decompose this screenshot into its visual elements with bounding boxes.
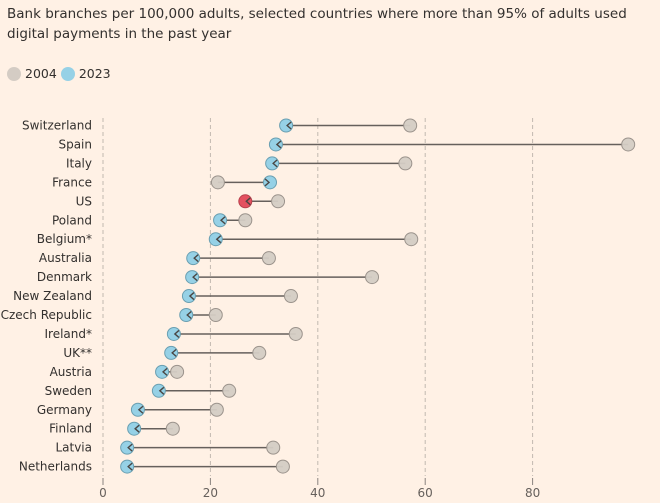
row-label: Denmark	[37, 270, 92, 284]
x-tick-label: 40	[310, 486, 325, 500]
x-tick-label: 20	[203, 486, 218, 500]
row-label: Germany	[37, 403, 92, 417]
point-2004	[222, 383, 237, 398]
row-france: France	[52, 175, 278, 190]
arrowhead	[286, 121, 292, 130]
point-2004	[398, 156, 413, 171]
row-uk: UK**	[63, 345, 267, 360]
arrowhead	[162, 367, 168, 376]
row-finland: Finland	[49, 421, 180, 436]
row-label: Switzerland	[22, 119, 92, 133]
point-2004	[252, 345, 267, 360]
point-2004	[365, 270, 380, 285]
x-tick-label: 80	[525, 486, 540, 500]
row-czech-republic: Czech Republic	[1, 308, 223, 322]
row-switzerland: Switzerland	[22, 118, 418, 133]
arrowhead	[275, 140, 282, 149]
point-2004	[266, 440, 281, 455]
row-italy: Italy	[66, 156, 413, 171]
point-2004	[271, 194, 286, 209]
point-2004	[209, 402, 224, 417]
row-label: Australia	[39, 251, 92, 265]
row-label: Poland	[52, 213, 92, 227]
arrowhead	[186, 310, 192, 320]
arrowhead	[188, 292, 195, 301]
row-latvia: Latvia	[55, 440, 281, 455]
arrowhead	[171, 348, 177, 357]
legend-item-2023: 2023	[60, 66, 111, 81]
row-label: Austria	[50, 365, 92, 379]
row-ireland: Ireland*	[44, 326, 303, 341]
arrowhead	[192, 273, 198, 282]
point-2004	[210, 175, 225, 190]
arrowhead	[127, 443, 133, 452]
row-label: France	[52, 175, 92, 189]
row-new-zealand: New Zealand	[13, 289, 298, 304]
point-2004	[283, 289, 298, 304]
legend: 2004 2023	[7, 66, 115, 81]
row-label: Spain	[58, 137, 92, 151]
row-label: Ireland*	[44, 327, 92, 341]
row-germany: Germany	[37, 402, 224, 417]
arrowhead	[264, 178, 271, 187]
x-tick-label: 0	[99, 486, 107, 500]
legend-item-2004: 2004	[7, 66, 57, 81]
row-label: US	[76, 194, 92, 208]
row-label: New Zealand	[13, 289, 92, 303]
point-2004	[208, 308, 223, 322]
arrowhead	[158, 386, 165, 395]
point-2004	[621, 137, 636, 152]
arrowhead	[137, 405, 144, 414]
point-2004	[404, 232, 419, 247]
point-2004	[275, 459, 290, 474]
legend-label-2004: 2004	[25, 66, 57, 81]
row-label: Italy	[66, 156, 92, 170]
arrowhead	[127, 462, 133, 471]
row-australia: Australia	[39, 251, 276, 266]
chart-title: Bank branches per 100,000 adults, select…	[7, 6, 627, 42]
legend-swatch-2023	[60, 66, 75, 81]
point-2004	[170, 364, 185, 379]
row-label: Belgium*	[37, 232, 92, 246]
point-2004	[165, 421, 180, 436]
arrowhead	[245, 197, 251, 206]
arrowhead	[134, 424, 140, 433]
arrowhead	[215, 235, 222, 244]
row-label: UK**	[63, 346, 92, 360]
point-2004	[403, 118, 418, 133]
arrowhead	[173, 329, 180, 338]
point-2004	[288, 326, 303, 341]
row-label: Finland	[49, 422, 92, 436]
legend-label-2023: 2023	[78, 66, 111, 81]
row-label: Sweden	[45, 384, 92, 398]
row-label: Czech Republic	[1, 308, 92, 322]
row-belgium: Belgium*	[37, 232, 419, 247]
point-2004	[238, 213, 253, 228]
row-label: Latvia	[55, 441, 92, 455]
point-2004	[261, 251, 276, 266]
legend-swatch-2004	[7, 66, 21, 81]
row-us: US	[76, 194, 286, 209]
row-spain: Spain	[58, 137, 636, 152]
row-denmark: Denmark	[37, 270, 380, 285]
x-tick-label: 60	[418, 486, 433, 500]
arrowhead	[272, 159, 278, 168]
row-sweden: Sweden	[45, 383, 237, 398]
arrowhead	[193, 254, 199, 263]
row-poland: Poland	[52, 213, 253, 228]
arrowhead	[220, 216, 226, 225]
row-austria: Austria	[50, 364, 185, 379]
row-label: Netherlands	[19, 460, 92, 474]
row-netherlands: Netherlands	[19, 459, 290, 474]
